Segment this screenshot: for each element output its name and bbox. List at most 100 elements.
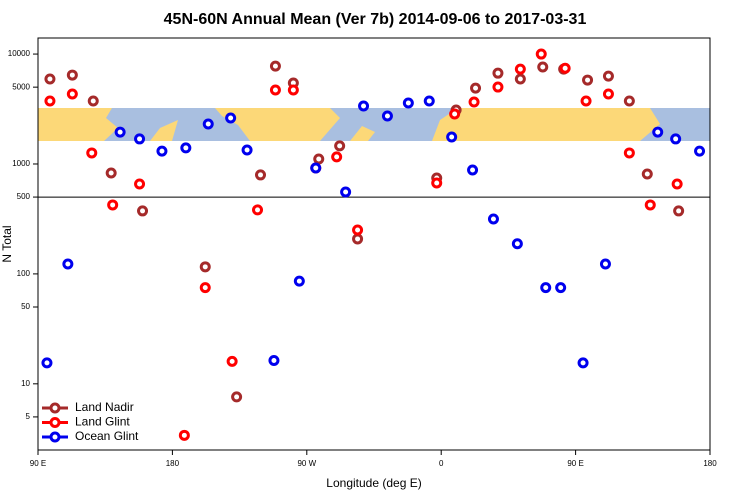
point bbox=[559, 62, 571, 74]
point bbox=[402, 97, 414, 109]
point bbox=[269, 84, 281, 96]
point bbox=[540, 282, 552, 294]
point bbox=[137, 205, 149, 217]
point bbox=[431, 177, 443, 189]
point bbox=[44, 95, 56, 107]
x-tick-label: 180 bbox=[166, 459, 180, 468]
point bbox=[134, 178, 146, 190]
point bbox=[555, 282, 567, 294]
y-tick-label: 10000 bbox=[8, 49, 31, 58]
point bbox=[352, 224, 364, 236]
x-tick-label: 90 W bbox=[297, 459, 316, 468]
point bbox=[255, 169, 267, 181]
point bbox=[293, 275, 305, 287]
point bbox=[287, 84, 299, 96]
point bbox=[652, 126, 664, 138]
y-tick-label: 100 bbox=[17, 269, 31, 278]
point bbox=[340, 186, 352, 198]
point bbox=[331, 151, 343, 163]
legend-label: Land Nadir bbox=[75, 400, 134, 414]
point bbox=[87, 95, 99, 107]
point bbox=[107, 199, 119, 211]
point bbox=[449, 108, 461, 120]
point bbox=[492, 81, 504, 93]
point bbox=[62, 258, 74, 270]
point bbox=[178, 429, 190, 441]
point bbox=[381, 110, 393, 122]
y-tick-label: 5000 bbox=[12, 82, 30, 91]
point bbox=[623, 95, 635, 107]
point bbox=[226, 355, 238, 367]
point bbox=[602, 88, 614, 100]
x-tick-label: 0 bbox=[439, 459, 444, 468]
point bbox=[511, 238, 523, 250]
legend-marker bbox=[49, 417, 61, 428]
point bbox=[352, 233, 364, 245]
y-tick-label: 10 bbox=[21, 379, 30, 388]
y-axis-label: N Total bbox=[0, 225, 14, 262]
y-tick-label: 1000 bbox=[12, 159, 30, 168]
point bbox=[580, 95, 592, 107]
point bbox=[86, 147, 98, 159]
point bbox=[358, 100, 370, 112]
point bbox=[180, 142, 192, 154]
map-strip bbox=[38, 108, 710, 141]
point bbox=[156, 145, 168, 157]
point bbox=[599, 258, 611, 270]
point bbox=[134, 133, 146, 145]
point bbox=[225, 112, 237, 124]
point bbox=[446, 131, 458, 143]
point bbox=[231, 391, 243, 403]
point bbox=[537, 61, 549, 73]
point bbox=[641, 168, 653, 180]
point bbox=[673, 205, 685, 217]
x-axis-label: Longitude (deg E) bbox=[326, 476, 421, 490]
chart-title: 45N-60N Annual Mean (Ver 7b) 2014-09-06 … bbox=[164, 11, 587, 28]
point bbox=[671, 178, 683, 190]
point bbox=[577, 357, 589, 369]
x-tick-label: 180 bbox=[703, 459, 717, 468]
point bbox=[535, 48, 547, 60]
point bbox=[105, 167, 117, 179]
legend-label: Ocean Glint bbox=[75, 429, 139, 443]
point bbox=[41, 357, 53, 369]
point bbox=[44, 73, 56, 85]
point bbox=[269, 60, 281, 72]
plot-frame bbox=[37, 37, 711, 451]
point bbox=[623, 147, 635, 159]
y-tick-label: 5 bbox=[26, 412, 31, 421]
x-tick-label: 90 E bbox=[30, 459, 46, 468]
point bbox=[334, 140, 346, 152]
point bbox=[252, 204, 264, 216]
point bbox=[66, 88, 78, 100]
point bbox=[514, 63, 526, 75]
point bbox=[644, 199, 656, 211]
legend-marker bbox=[49, 431, 61, 443]
point bbox=[114, 126, 126, 138]
point bbox=[694, 145, 706, 157]
point bbox=[467, 164, 479, 176]
point bbox=[492, 67, 504, 79]
point bbox=[487, 213, 499, 225]
point bbox=[670, 133, 682, 145]
point bbox=[268, 354, 280, 366]
point bbox=[423, 95, 435, 107]
point bbox=[313, 153, 325, 165]
legend-marker bbox=[49, 402, 61, 414]
x-tick-label: 90 E bbox=[567, 459, 583, 468]
point bbox=[470, 82, 482, 94]
y-tick-label: 500 bbox=[17, 192, 31, 201]
point bbox=[202, 118, 214, 130]
y-tick-label: 50 bbox=[21, 302, 30, 311]
point bbox=[514, 73, 526, 85]
point bbox=[241, 144, 253, 156]
legend-label: Land Glint bbox=[75, 415, 130, 429]
point bbox=[310, 162, 322, 174]
point bbox=[199, 261, 211, 273]
point bbox=[199, 282, 211, 294]
point bbox=[66, 69, 78, 81]
point bbox=[468, 96, 480, 108]
point bbox=[602, 70, 614, 82]
point bbox=[582, 74, 594, 86]
